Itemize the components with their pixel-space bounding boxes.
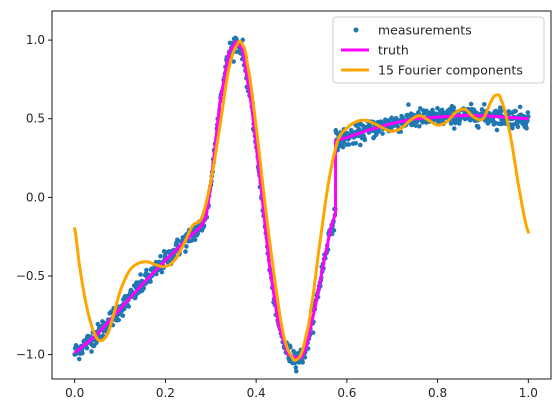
measurement-point <box>353 140 359 146</box>
y-tick-label: 1.0 <box>26 33 45 47</box>
measurement-point <box>80 350 85 356</box>
measurement-point <box>380 131 385 136</box>
x-tick-label: 0.8 <box>428 386 447 400</box>
y-axis: −1.0 −0.5 0.0 0.5 1.0 <box>16 33 52 362</box>
measurement-point <box>148 279 153 284</box>
measurement-point <box>435 105 440 111</box>
legend-label: measurements <box>378 23 472 38</box>
line-layer <box>72 39 531 362</box>
measurement-point <box>133 294 138 300</box>
measurement-point <box>138 272 143 277</box>
measurements-scatter <box>72 35 531 374</box>
y-tick-label: 0.0 <box>26 190 45 204</box>
measurement-point <box>376 129 382 134</box>
measurement-point <box>310 330 316 335</box>
truth-line <box>73 40 529 360</box>
measurement-point <box>524 126 529 131</box>
measurement-point <box>120 313 126 318</box>
measurement-point <box>293 368 299 374</box>
measurement-point <box>346 142 352 147</box>
axes-frame <box>51 10 552 380</box>
measurement-point <box>331 228 337 233</box>
measurement-point <box>184 244 189 249</box>
x-tick-label: 1.0 <box>519 386 538 400</box>
measurement-point <box>141 285 146 291</box>
measurement-point <box>84 345 90 351</box>
measurement-point <box>76 356 82 362</box>
y-tick-label: 0.5 <box>26 112 45 126</box>
measurement-point <box>494 127 500 133</box>
measurement-point <box>183 249 188 254</box>
measurement-point <box>424 108 429 114</box>
measurement-point <box>293 365 299 370</box>
fourier-line <box>72 39 531 362</box>
measurement-point <box>515 124 521 130</box>
measurement-point <box>474 110 479 116</box>
measurement-point <box>525 110 531 115</box>
y-tick-label: −0.5 <box>16 269 45 283</box>
measurement-point <box>452 126 457 131</box>
measurement-point <box>393 115 399 121</box>
legend-marker-measurements <box>353 27 359 33</box>
measurement-point <box>175 237 180 243</box>
measurement-point <box>340 144 346 150</box>
measurement-point <box>430 107 435 113</box>
y-tick-label: −1.0 <box>16 348 45 362</box>
measurement-point <box>479 107 485 112</box>
measurement-point <box>481 102 487 107</box>
legend-label: truth <box>378 43 409 58</box>
measurement-point <box>109 309 114 314</box>
x-tick-label: 0.6 <box>337 386 356 400</box>
measurement-point <box>433 111 439 117</box>
measurement-point <box>126 304 132 309</box>
measurement-point <box>288 344 293 350</box>
measurement-point <box>406 102 411 107</box>
measurement-point <box>476 125 481 130</box>
measurement-point <box>517 104 523 110</box>
measurement-point <box>448 121 454 126</box>
legend: measurements truth 15 Fourier components <box>332 16 545 84</box>
x-tick-label: 0.0 <box>65 386 84 400</box>
measurement-point <box>94 340 99 346</box>
measurement-point <box>468 101 474 107</box>
measurement-point <box>116 317 122 323</box>
measurement-point <box>362 137 368 143</box>
x-axis: 0.0 0.2 0.4 0.6 0.8 1.0 <box>65 379 538 400</box>
measurement-point <box>358 142 363 148</box>
measurement-point <box>348 128 354 133</box>
measurement-point <box>144 267 149 273</box>
measurement-point <box>451 105 457 110</box>
measurement-point <box>159 269 165 275</box>
measurement-point <box>413 123 419 128</box>
measurement-point <box>417 123 422 129</box>
measurement-point <box>389 115 394 121</box>
measurement-point <box>510 125 515 131</box>
legend-label: 15 Fourier components <box>378 63 523 78</box>
measurement-point <box>231 59 236 64</box>
measurement-point <box>300 360 305 365</box>
x-tick-label: 0.2 <box>156 386 175 400</box>
measurement-point <box>192 237 198 243</box>
measurement-point <box>158 253 163 259</box>
plot-area <box>72 35 531 374</box>
x-tick-label: 0.4 <box>247 386 266 400</box>
measurement-point <box>89 349 94 354</box>
legend-box <box>332 16 545 84</box>
measurement-point <box>513 108 518 114</box>
